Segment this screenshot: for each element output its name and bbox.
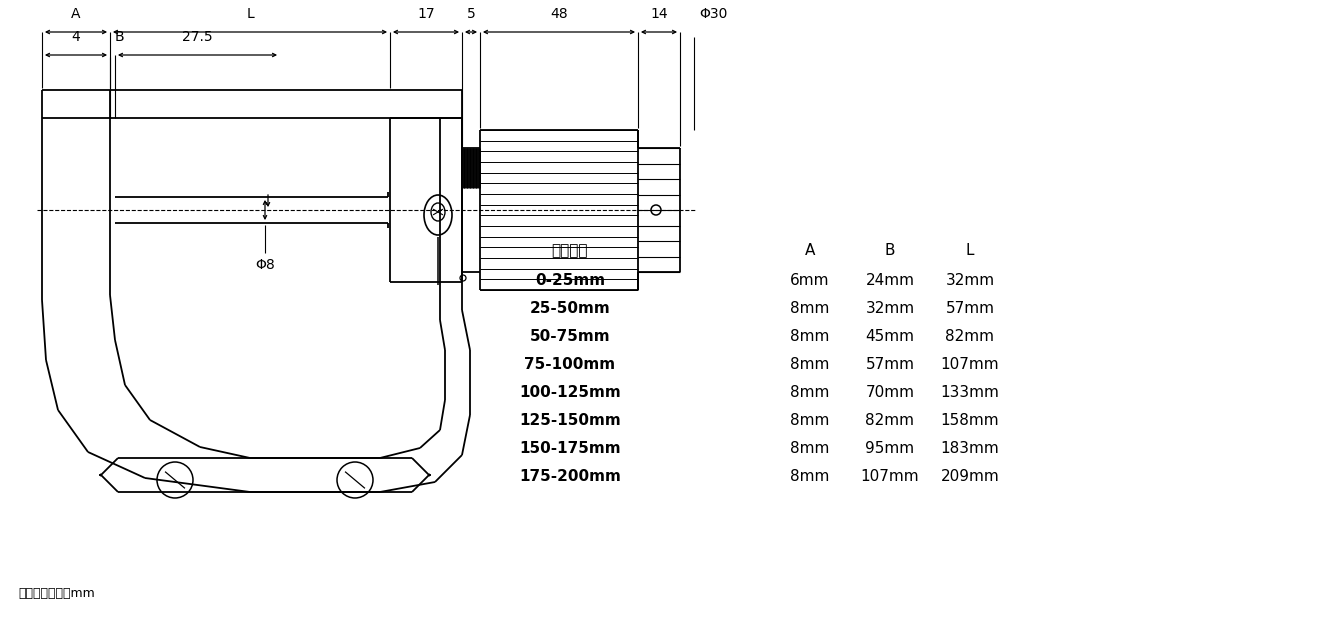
Text: B: B bbox=[885, 243, 896, 258]
Text: 158mm: 158mm bbox=[941, 413, 999, 428]
Text: A: A bbox=[805, 243, 815, 258]
Text: 45mm: 45mm bbox=[865, 329, 914, 344]
Text: 8mm: 8mm bbox=[791, 385, 829, 400]
Text: 测量范围: 测量范围 bbox=[552, 243, 589, 258]
Text: 8mm: 8mm bbox=[791, 329, 829, 344]
Text: B: B bbox=[116, 30, 125, 44]
Text: 32mm: 32mm bbox=[945, 273, 994, 288]
Text: L: L bbox=[246, 7, 254, 21]
Text: 100-125mm: 100-125mm bbox=[520, 385, 621, 400]
Text: 133mm: 133mm bbox=[941, 385, 999, 400]
Text: 82mm: 82mm bbox=[945, 329, 994, 344]
Text: 5: 5 bbox=[466, 7, 476, 21]
Text: 8mm: 8mm bbox=[791, 357, 829, 372]
Text: 14: 14 bbox=[650, 7, 667, 21]
Text: L: L bbox=[966, 243, 974, 258]
Text: 注：尺寸单位为mm: 注：尺寸单位为mm bbox=[19, 587, 94, 600]
Text: 25-50mm: 25-50mm bbox=[530, 301, 610, 316]
Text: 8mm: 8mm bbox=[791, 441, 829, 456]
Text: 17: 17 bbox=[417, 7, 435, 21]
Text: 175-200mm: 175-200mm bbox=[520, 469, 621, 484]
Text: 24mm: 24mm bbox=[865, 273, 914, 288]
Text: 209mm: 209mm bbox=[941, 469, 999, 484]
Text: 48: 48 bbox=[550, 7, 567, 21]
Text: 27.5: 27.5 bbox=[182, 30, 213, 44]
Text: 70mm: 70mm bbox=[865, 385, 914, 400]
Text: 125-150mm: 125-150mm bbox=[520, 413, 621, 428]
Text: 107mm: 107mm bbox=[861, 469, 920, 484]
Text: 8mm: 8mm bbox=[791, 469, 829, 484]
Text: 6mm: 6mm bbox=[791, 273, 829, 288]
Text: Φ8: Φ8 bbox=[255, 258, 275, 272]
Text: 0-25mm: 0-25mm bbox=[536, 273, 605, 288]
Text: 4: 4 bbox=[72, 30, 80, 44]
Text: 75-100mm: 75-100mm bbox=[525, 357, 615, 372]
Text: 57mm: 57mm bbox=[865, 357, 914, 372]
Text: 82mm: 82mm bbox=[865, 413, 914, 428]
Text: 150-175mm: 150-175mm bbox=[520, 441, 621, 456]
Text: 107mm: 107mm bbox=[941, 357, 999, 372]
Text: 32mm: 32mm bbox=[865, 301, 914, 316]
Text: 95mm: 95mm bbox=[865, 441, 914, 456]
Text: 183mm: 183mm bbox=[941, 441, 999, 456]
Text: 8mm: 8mm bbox=[791, 413, 829, 428]
Text: 8mm: 8mm bbox=[791, 301, 829, 316]
Text: 50-75mm: 50-75mm bbox=[530, 329, 610, 344]
Text: A: A bbox=[72, 7, 81, 21]
Text: 57mm: 57mm bbox=[945, 301, 994, 316]
Text: Φ30: Φ30 bbox=[699, 7, 727, 21]
